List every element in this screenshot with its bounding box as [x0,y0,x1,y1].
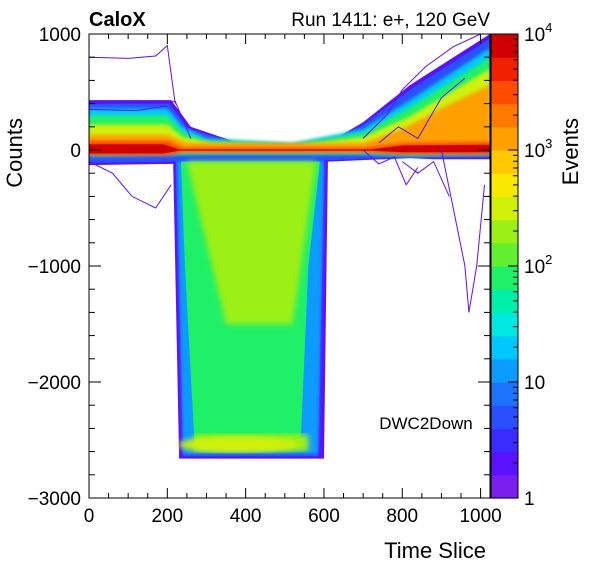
baseline-red [89,144,490,154]
x-tick-label: 0 [84,506,95,527]
baseline-orange [89,140,490,156]
color-scale-title: Events [558,118,583,185]
y-axis-title: Counts [2,118,27,188]
z-tick-label: 102 [524,252,552,278]
color-scale-swatch [491,150,518,174]
y-axis: 1000 0 −1000 −2000 −3000 [28,25,490,510]
sparse-trace [89,105,168,112]
y-tick-label: −2000 [28,373,81,394]
color-scale-swatch [491,474,518,499]
z-tick-label: 10 [524,373,545,394]
color-scale-swatch [491,289,518,313]
color-scale-swatch [491,219,518,244]
color-scale-swatch [491,266,518,290]
color-scale-swatch [491,196,518,221]
z-tick-label: 1 [524,489,535,510]
sparse-trace [362,34,481,139]
x-tick-label: 1000 [459,506,501,527]
sparse-trace [89,44,176,104]
x-tick-label: 400 [230,506,262,527]
y-tick-label: 0 [70,141,81,162]
y-tick-label: 1000 [39,25,81,46]
sparse-trace [402,160,450,197]
color-scale-swatch [491,451,518,476]
color-scale-swatch [491,34,518,58]
sparse-trace [440,149,485,313]
z-tick-label: 103 [524,136,552,162]
color-scale-swatch [491,335,518,360]
color-scale-bar [490,33,519,499]
y-tick-label: −1000 [28,257,81,278]
x-tick-label: 600 [308,506,340,527]
heatmap-band-yellowgreen [89,68,490,153]
color-scale-swatch [491,312,518,337]
heatmap-layer [89,34,490,459]
sparse-trace [89,161,172,209]
color-scale-swatch [491,242,518,267]
heatmap-band-orange [89,85,490,152]
color-scale-swatch [491,57,518,81]
color-scale-swatch [491,126,518,151]
z-tick-label: 104 [524,20,552,46]
sparse-trace [362,149,419,186]
pulse-body-light [186,161,317,324]
x-tick-label: 800 [386,506,418,527]
x-axis: 0 200 400 600 800 1000 [84,34,502,527]
color-scale-swatch [491,80,518,105]
color-scale-swatch [491,103,518,128]
sparse-trace [89,100,192,139]
color-scale-swatch [491,382,518,406]
color-scale-swatch [491,358,518,383]
y-tick-label: −3000 [28,489,81,510]
channel-annotation: DWC2Down [379,414,473,433]
pulse-bottom-core [177,436,298,453]
x-tick-label: 200 [151,506,183,527]
experiment-label: CaloX [89,9,146,31]
color-scale-swatch [491,173,518,197]
sparse-trace [378,77,466,144]
run-info-label: Run 1411: e+, 120 GeV [291,10,490,31]
color-scale-swatch [491,428,518,453]
color-scale-swatch [491,405,518,429]
x-axis-title: Time Slice [384,538,486,563]
